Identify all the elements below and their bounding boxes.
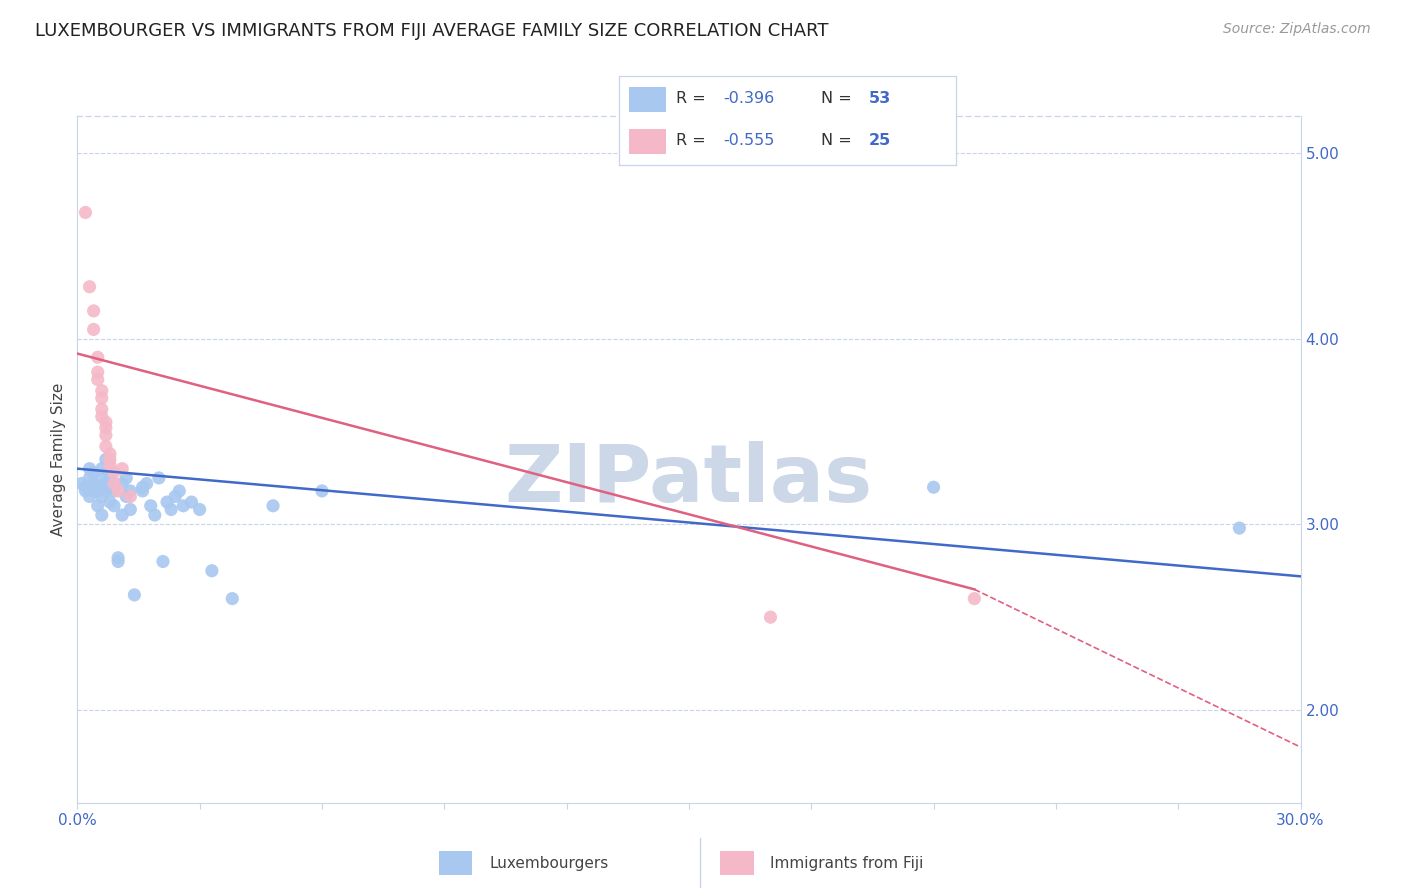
Point (120, 483, 142, 498)
Bar (720, 851, 754, 875)
Point (90, 402, 112, 417)
Point (165, 490, 187, 504)
Point (103, 499, 125, 513)
Point (87, 373, 110, 387)
Point (83, 322, 105, 336)
Point (963, 591, 986, 606)
Point (75, 483, 97, 498)
Point (922, 480, 945, 494)
Point (90, 508, 112, 522)
Point (94, 439, 117, 453)
Bar (628, 87, 666, 112)
Text: ZIPatlas: ZIPatlas (505, 441, 873, 519)
Point (152, 554, 174, 568)
Point (103, 476, 125, 491)
Point (759, 610, 782, 624)
Point (156, 495, 179, 509)
Text: LUXEMBOURGER VS IMMIGRANTS FROM FIJI AVERAGE FAMILY SIZE CORRELATION CHART: LUXEMBOURGER VS IMMIGRANTS FROM FIJI AVE… (35, 22, 828, 40)
Point (79, 279, 101, 293)
Bar (439, 851, 472, 875)
Point (83, 466, 105, 480)
Point (188, 502, 211, 516)
Point (103, 466, 125, 480)
Point (98, 480, 121, 494)
Point (98, 471, 121, 485)
Point (94, 421, 117, 435)
Point (90, 471, 112, 485)
Point (90, 490, 112, 504)
Point (172, 499, 194, 513)
Point (115, 490, 138, 504)
Point (111, 461, 134, 475)
Text: N =: N = (821, 134, 858, 148)
Point (94, 483, 117, 498)
Point (79, 490, 101, 504)
Point (87, 351, 110, 365)
Point (107, 554, 129, 568)
Point (94, 428, 117, 442)
Point (87, 480, 110, 494)
Text: R =: R = (676, 134, 711, 148)
Text: Luxembourgers: Luxembourgers (489, 855, 609, 871)
Point (87, 483, 110, 498)
Text: N =: N = (821, 91, 858, 105)
Point (98, 458, 121, 472)
Point (75, 205, 97, 219)
Y-axis label: Average Family Size: Average Family Size (51, 383, 66, 536)
Bar (628, 129, 666, 154)
Point (143, 508, 166, 522)
Point (120, 490, 142, 504)
Point (98, 495, 121, 509)
Text: -0.396: -0.396 (723, 91, 775, 105)
Point (107, 483, 129, 498)
Point (87, 499, 110, 513)
Point (201, 564, 224, 578)
Point (115, 471, 138, 485)
Point (124, 588, 146, 602)
Point (107, 550, 129, 565)
Point (148, 471, 170, 485)
Point (79, 461, 101, 475)
Text: -0.555: -0.555 (723, 134, 775, 148)
Text: 25: 25 (869, 134, 890, 148)
Point (70, 476, 93, 491)
Point (94, 452, 117, 467)
Text: R =: R = (676, 91, 711, 105)
Point (94, 476, 117, 491)
Point (139, 499, 162, 513)
Point (103, 483, 125, 498)
Point (111, 508, 134, 522)
Point (131, 480, 153, 494)
Point (111, 476, 134, 491)
Point (90, 461, 112, 475)
Point (83, 476, 105, 491)
Point (83, 483, 105, 498)
Text: 53: 53 (869, 91, 890, 105)
Point (90, 384, 112, 398)
Point (98, 452, 121, 467)
Point (83, 304, 105, 318)
Point (180, 495, 202, 509)
Point (131, 483, 153, 498)
Point (1229, 521, 1251, 535)
Point (94, 415, 117, 429)
Text: Immigrants from Fiji: Immigrants from Fiji (770, 855, 924, 871)
Point (169, 483, 191, 498)
Point (90, 409, 112, 424)
Point (87, 365, 110, 379)
Point (262, 499, 284, 513)
Text: Source: ZipAtlas.com: Source: ZipAtlas.com (1223, 22, 1371, 37)
Point (221, 591, 243, 606)
Point (135, 476, 157, 491)
Point (79, 471, 101, 485)
Point (98, 447, 121, 461)
Point (160, 502, 183, 516)
Point (90, 391, 112, 405)
Point (311, 483, 333, 498)
Point (120, 502, 142, 516)
Point (75, 480, 97, 494)
